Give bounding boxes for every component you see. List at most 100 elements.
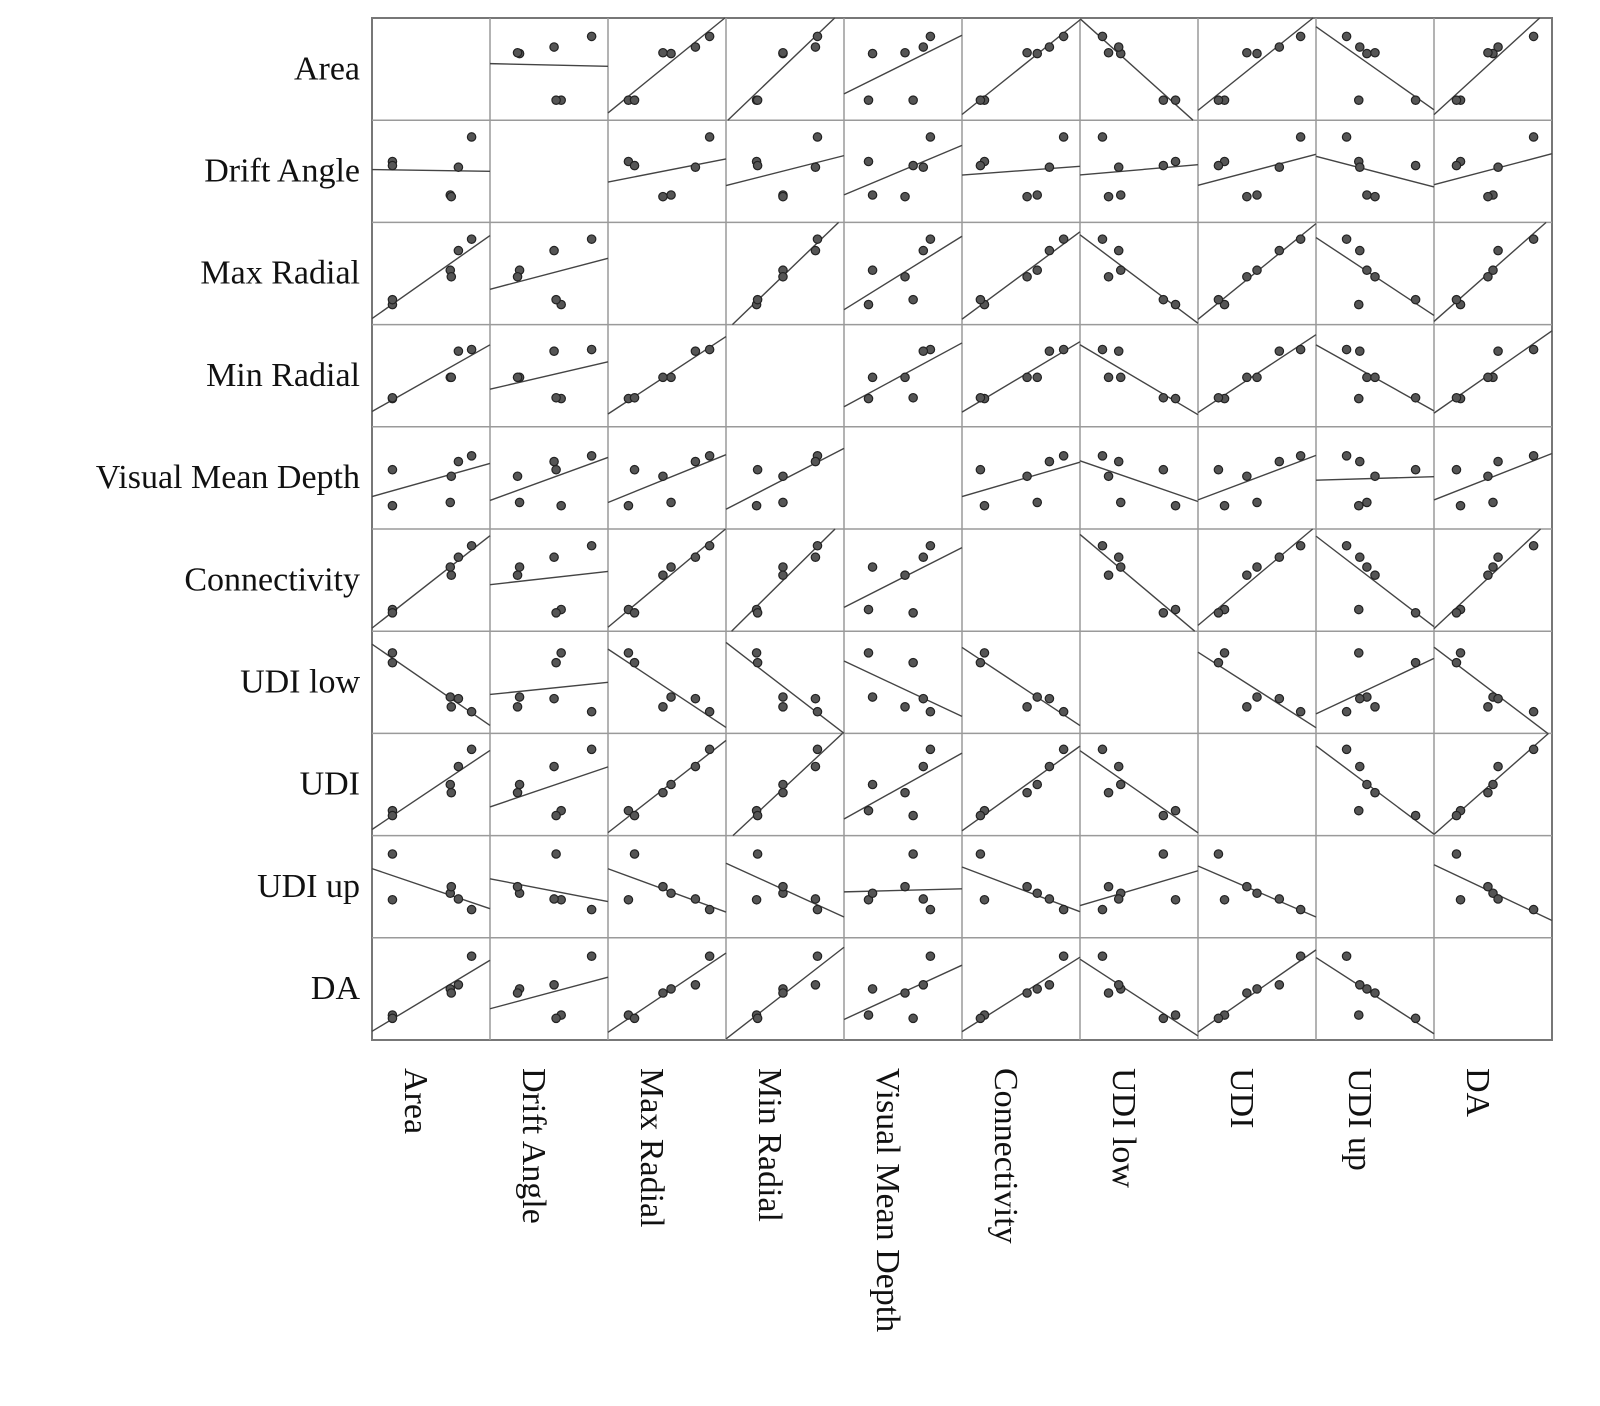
panel-udi-vs-udi-up — [1315, 744, 1435, 835]
data-point — [704, 540, 715, 551]
data-point — [1213, 1013, 1224, 1024]
panel-max-radial-vs-drift-angle — [489, 234, 609, 310]
row-label-udi-up: UDI up — [257, 868, 360, 905]
data-point — [863, 1010, 874, 1020]
data-point — [1493, 456, 1503, 467]
data-point — [1103, 191, 1114, 202]
data-point — [1274, 42, 1285, 52]
fit-line — [725, 641, 845, 734]
data-point — [586, 234, 597, 244]
data-point — [1097, 951, 1108, 961]
data-point — [908, 1013, 918, 1024]
data-point — [1410, 95, 1421, 105]
data-point — [446, 191, 457, 202]
data-point — [1483, 47, 1493, 58]
data-point — [1242, 702, 1252, 712]
data-point — [629, 849, 640, 859]
data-point — [1103, 881, 1114, 892]
data-point — [812, 904, 823, 915]
data-point — [812, 31, 823, 42]
panel-area-vs-udi-up — [1315, 26, 1435, 111]
data-point — [1213, 464, 1224, 475]
data-point — [1353, 500, 1364, 511]
data-point — [1032, 48, 1043, 59]
data-point — [629, 95, 640, 105]
data-point — [1341, 344, 1352, 355]
data-point — [925, 31, 936, 42]
data-point — [1032, 888, 1043, 899]
data-point — [1354, 456, 1365, 467]
data-point — [1488, 497, 1498, 508]
fit-line — [489, 361, 609, 390]
data-point — [1410, 160, 1421, 171]
column-label-udi-low: UDI low — [1105, 1068, 1142, 1188]
data-point — [1353, 604, 1364, 615]
data-point — [1032, 497, 1043, 508]
data-point — [812, 706, 823, 717]
data-point — [1455, 648, 1466, 658]
fit-line — [961, 866, 1081, 913]
panel-udi-low-vs-connectivity — [961, 646, 1081, 727]
data-point — [908, 608, 918, 618]
data-point — [810, 552, 821, 563]
panel-udi-up-vs-drift-angle — [489, 849, 609, 915]
fit-line — [1079, 870, 1199, 907]
data-point — [1158, 608, 1169, 618]
data-point — [752, 464, 763, 475]
data-point — [586, 451, 597, 461]
data-point — [1528, 706, 1539, 717]
data-point — [1488, 562, 1498, 572]
data-point — [551, 657, 561, 668]
data-point — [778, 779, 788, 790]
data-point — [900, 988, 910, 998]
data-point — [549, 245, 559, 256]
data-point — [975, 1013, 986, 1024]
data-point — [1370, 191, 1380, 202]
fit-line — [371, 867, 491, 910]
data-point — [466, 744, 477, 755]
data-point — [867, 265, 878, 276]
data-point — [1044, 162, 1055, 173]
data-point — [549, 346, 559, 356]
fit-line — [1079, 533, 1196, 632]
data-point — [1242, 570, 1252, 580]
data-point — [1097, 344, 1108, 355]
data-point — [446, 881, 457, 892]
data-point — [863, 299, 874, 310]
data-point — [1410, 1013, 1421, 1024]
fit-line — [1433, 646, 1549, 734]
data-point — [1103, 47, 1114, 58]
data-point — [446, 372, 457, 383]
data-point — [466, 344, 477, 355]
data-point — [1113, 245, 1124, 256]
data-point — [387, 1013, 398, 1024]
fit-line — [489, 976, 609, 1010]
data-point — [704, 132, 715, 142]
data-point — [549, 42, 559, 52]
data-point — [867, 779, 878, 790]
data-point — [466, 451, 477, 461]
panel-da-vs-udi — [1197, 949, 1317, 1033]
fit-line — [1079, 18, 1194, 121]
data-point — [1483, 191, 1493, 202]
panel-da-vs-min-radial — [725, 946, 845, 1040]
panel-min-radial-vs-max-radial — [607, 335, 727, 415]
panel-connectivity-vs-min-radial — [731, 528, 836, 632]
data-point — [704, 31, 715, 42]
data-point — [466, 132, 477, 142]
data-point — [1158, 1013, 1169, 1024]
data-point — [1274, 894, 1285, 904]
data-point — [752, 608, 763, 618]
data-point — [1022, 787, 1032, 798]
data-point — [1170, 95, 1181, 105]
data-point — [1022, 988, 1032, 998]
panel-connectivity-vs-udi-low — [1079, 533, 1196, 632]
data-point — [551, 95, 561, 105]
row-label-area: Area — [294, 50, 360, 87]
data-point — [549, 693, 559, 704]
data-point — [918, 346, 929, 356]
data-point — [1115, 562, 1126, 572]
panel-visual-mean-depth-vs-area — [371, 451, 491, 511]
panel-udi-vs-drift-angle — [489, 744, 609, 821]
